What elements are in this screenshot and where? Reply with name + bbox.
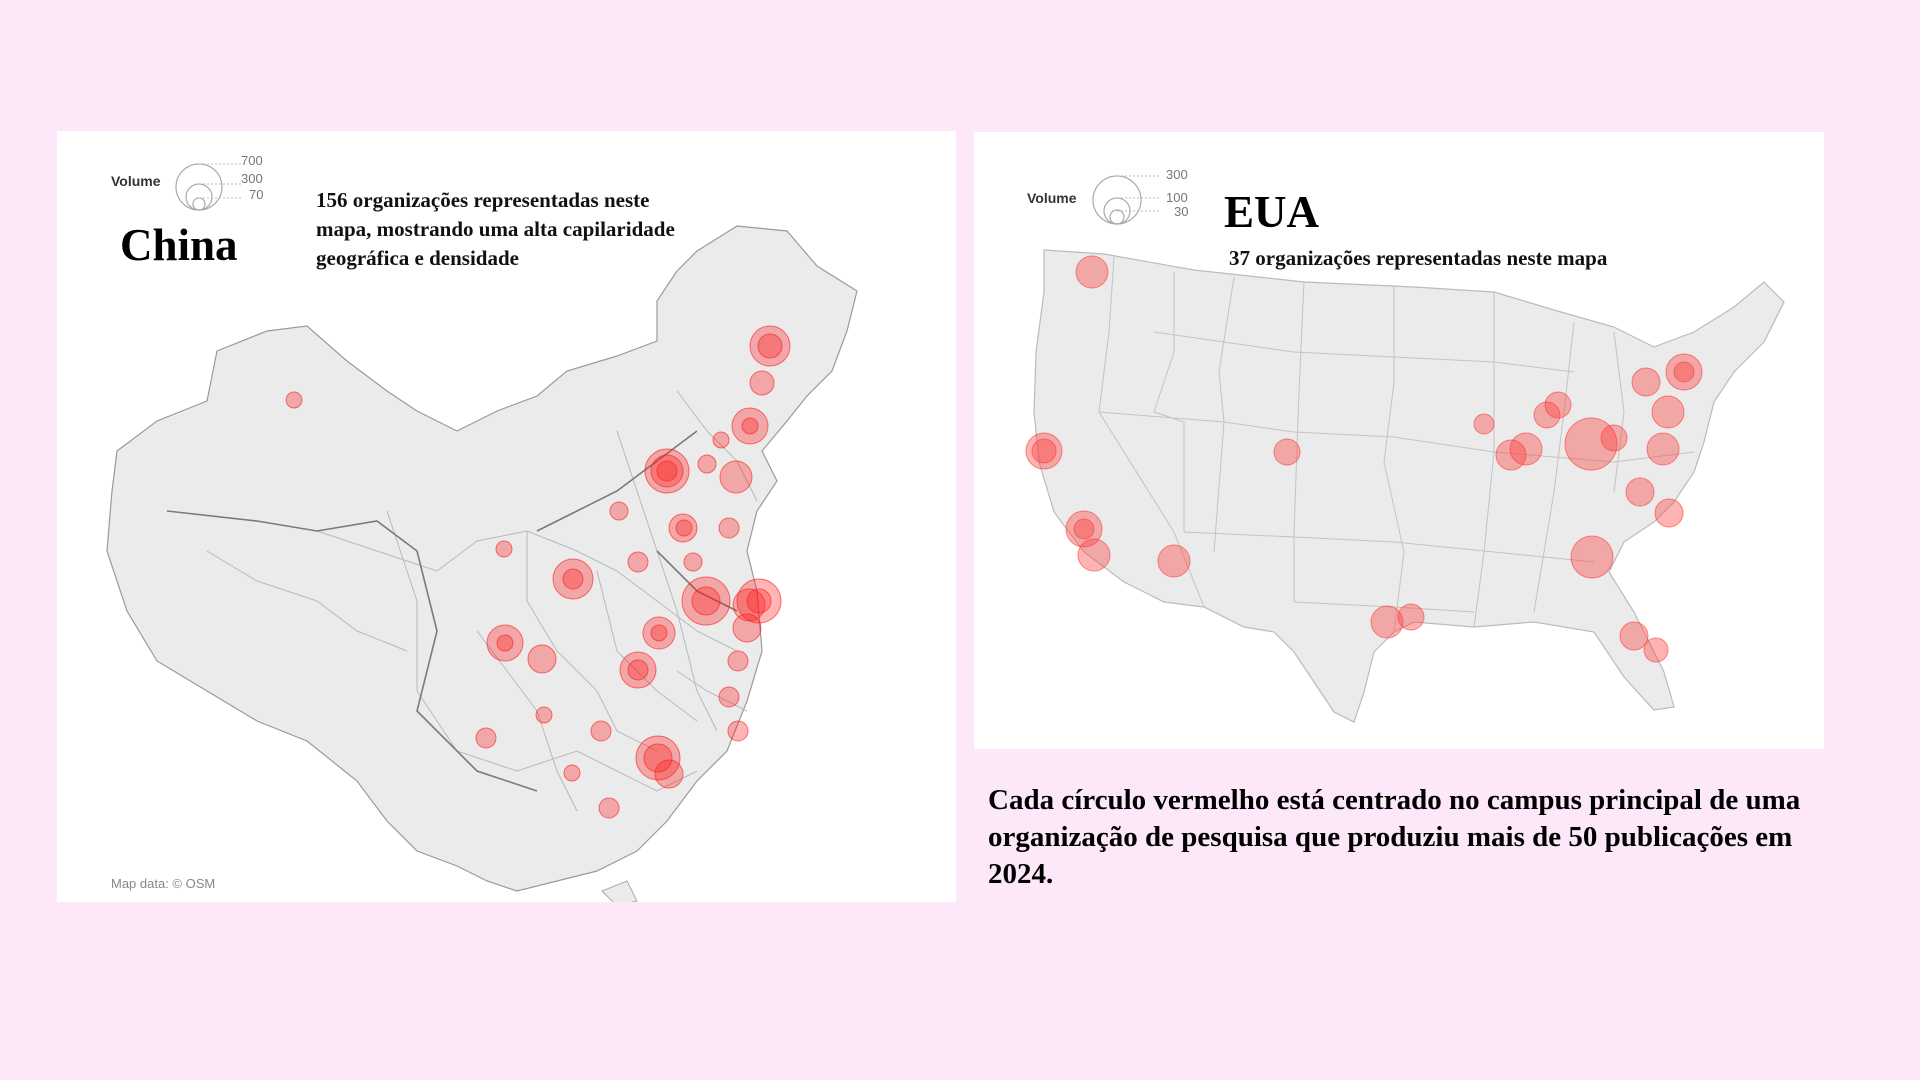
- organization-marker: [1625, 477, 1655, 507]
- organization-marker: [718, 517, 740, 539]
- usa-legend-circles: [1092, 175, 1159, 225]
- organization-marker: [1073, 518, 1095, 540]
- usa-marker-layer: [1025, 255, 1703, 663]
- china-legend-value-medium: 300: [241, 171, 263, 186]
- organization-marker: [643, 743, 673, 773]
- organization-marker: [1631, 367, 1661, 397]
- organization-marker: [727, 650, 749, 672]
- organization-marker: [749, 370, 775, 396]
- organization-marker: [1509, 432, 1543, 466]
- china-legend-circles: [175, 163, 241, 211]
- organization-marker: [668, 513, 698, 543]
- organization-marker: [535, 706, 553, 724]
- organization-marker: [642, 616, 676, 650]
- organization-marker: [1533, 401, 1561, 429]
- organization-marker: [1077, 538, 1111, 572]
- organization-marker: [285, 391, 303, 409]
- organization-marker: [562, 568, 584, 590]
- explanatory-caption: Cada círculo vermelho está centrado no c…: [988, 784, 1801, 890]
- organization-marker: [495, 540, 513, 558]
- organization-marker: [749, 325, 791, 367]
- organization-marker: [741, 417, 759, 435]
- china-marker-layer: [285, 325, 791, 819]
- organization-marker: [757, 333, 783, 359]
- organization-marker: [1397, 603, 1425, 631]
- china-map-title: China: [120, 220, 238, 270]
- china-legend-value-small: 70: [249, 187, 264, 202]
- china-map-panel: Volume 700 300 70 China 156 organizações…: [57, 131, 956, 902]
- organization-marker: [475, 727, 497, 749]
- organization-marker: [1031, 438, 1057, 464]
- usa-map-panel: Volume 300 100 30 EUA 37 organizações re…: [974, 132, 1824, 749]
- organization-marker: [718, 686, 740, 708]
- organization-marker: [1157, 544, 1191, 578]
- organization-marker: [590, 720, 612, 742]
- organization-marker: [1619, 621, 1649, 651]
- organization-marker: [619, 651, 657, 689]
- organization-marker: [527, 644, 557, 674]
- usa-legend-value-medium: 100: [1166, 190, 1188, 205]
- organization-marker: [552, 558, 594, 600]
- organization-marker: [627, 659, 649, 681]
- china-legend-title: Volume: [111, 173, 161, 189]
- organization-marker: [1075, 255, 1109, 289]
- organization-marker: [732, 613, 762, 643]
- usa-state-borders: [1098, 256, 1695, 633]
- organization-marker: [656, 460, 678, 482]
- organization-marker: [496, 634, 514, 652]
- organization-marker: [727, 720, 749, 742]
- organization-marker: [712, 431, 730, 449]
- usa-map-subtitle: 37 organizações representadas neste mapa: [1229, 246, 1608, 270]
- usa-legend-value-small: 30: [1174, 204, 1189, 219]
- organization-marker: [650, 454, 684, 488]
- organization-marker: [736, 578, 782, 624]
- usa-land: [1033, 249, 1785, 723]
- organization-marker: [598, 797, 620, 819]
- organization-marker: [1370, 605, 1404, 639]
- organization-marker: [1600, 424, 1628, 452]
- organization-marker: [654, 759, 684, 789]
- organization-marker: [1654, 498, 1684, 528]
- organization-marker: [635, 735, 681, 781]
- organization-marker: [691, 586, 721, 616]
- organization-marker: [746, 588, 772, 614]
- organization-marker: [1646, 432, 1680, 466]
- organization-marker: [1065, 510, 1103, 548]
- organization-marker: [681, 576, 731, 626]
- usa-map-title: EUA: [1224, 187, 1320, 237]
- organization-marker: [1273, 438, 1301, 466]
- china-map-subtitle: 156 organizações representadas neste map…: [316, 188, 675, 270]
- organization-marker: [486, 624, 524, 662]
- china-region-borders: [166, 430, 738, 792]
- organization-marker: [675, 519, 693, 537]
- china-map: [106, 225, 858, 902]
- usa-legend-value-large: 300: [1166, 167, 1188, 182]
- organization-marker: [627, 551, 649, 573]
- organization-marker: [1665, 353, 1703, 391]
- china-legend-value-large: 700: [241, 153, 263, 168]
- organization-marker: [1643, 637, 1669, 663]
- organization-marker: [1544, 391, 1572, 419]
- map-credit: Map data: © OSM: [111, 876, 216, 891]
- usa-legend-title: Volume: [1027, 190, 1077, 206]
- usa-map: [1025, 249, 1785, 723]
- organization-marker: [1473, 413, 1495, 435]
- organization-marker: [731, 407, 769, 445]
- china-land: [106, 225, 858, 902]
- organization-marker: [563, 764, 581, 782]
- organization-marker: [719, 460, 753, 494]
- organization-marker: [697, 454, 717, 474]
- organization-marker: [1651, 395, 1685, 429]
- organization-marker: [1673, 361, 1695, 383]
- organization-marker: [1570, 535, 1614, 579]
- organization-marker: [609, 501, 629, 521]
- organization-marker: [1564, 417, 1618, 471]
- china-province-borders: [206, 390, 758, 812]
- organization-marker: [650, 624, 668, 642]
- organization-marker: [1025, 432, 1063, 470]
- organization-marker: [683, 552, 703, 572]
